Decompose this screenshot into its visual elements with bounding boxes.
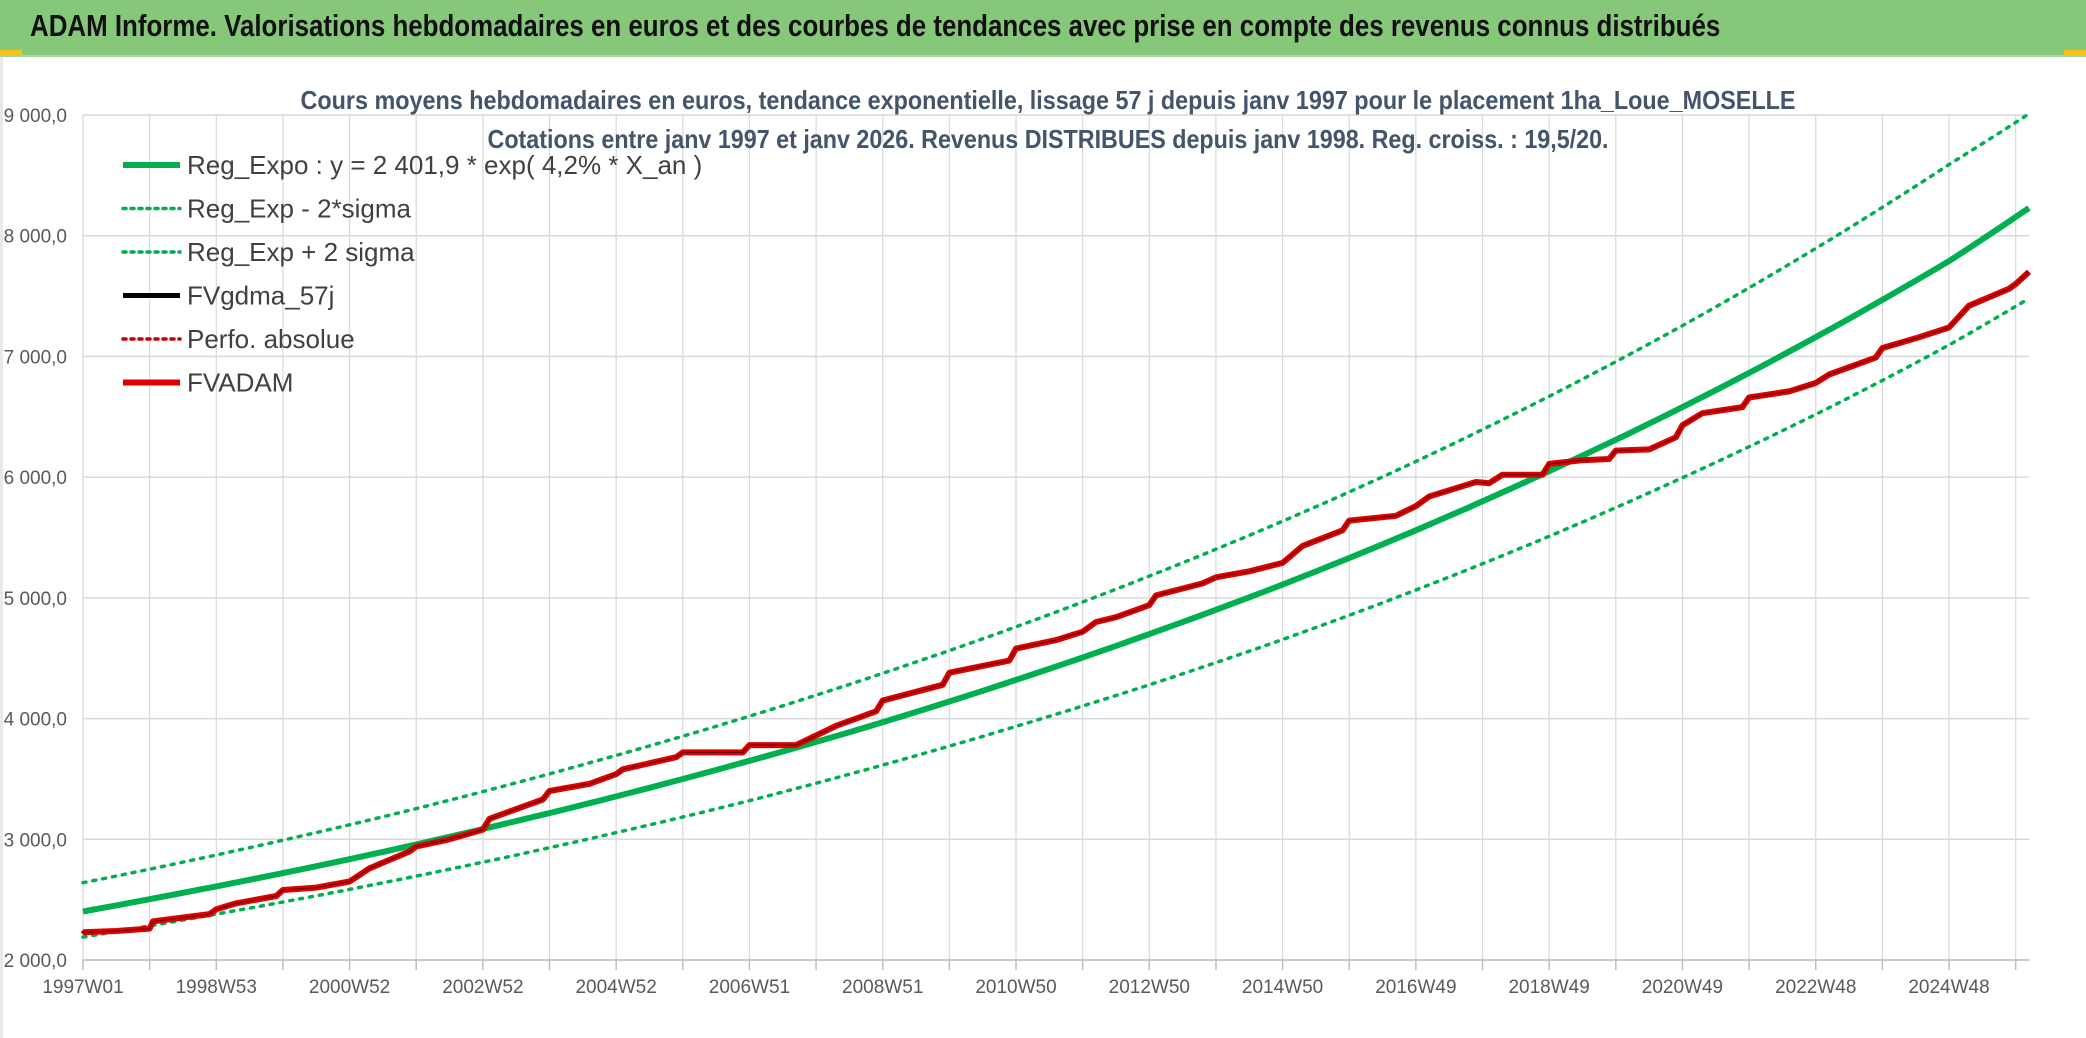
legend-label: FVgdma_57j (187, 281, 334, 311)
x-tick-label: 1998W53 (176, 977, 257, 998)
y-tick-label: 2 000,0 (4, 951, 67, 972)
page-title: ADAM Informe. Valorisations hebdomadaire… (30, 8, 1721, 43)
chart-title-line1: Cours moyens hebdomadaires en euros, ten… (301, 85, 1796, 115)
series-layer (81, 112, 2032, 939)
x-axis: 1997W01 1998W53 2000W52 2002W52 2004W52 2006W… (42, 959, 2029, 998)
y-tick-label: 9 000,0 (4, 106, 67, 127)
header-bar: ADAM Informe. Valorisations hebdomadaire… (0, 0, 2086, 57)
legend-label: Reg_Exp + 2 sigma (187, 237, 415, 267)
legend-label: Reg_Exp - 2*sigma (187, 194, 412, 224)
y-tick-label: 6 000,0 (4, 468, 67, 489)
series-line-perfo-absolue (81, 270, 2031, 934)
x-tick-label: 2008W51 (842, 977, 923, 998)
x-tick-label: 2004W52 (575, 977, 656, 998)
line-chart: 2 000,0 3 000,0 4 000,0 5 000,0 6 000,0 7 000… (4, 85, 2032, 998)
y-tick-label: 7 000,0 (4, 347, 67, 368)
series-line-reg-expo (82, 205, 2031, 915)
x-tick-label: 2010W50 (975, 977, 1056, 998)
x-tick-label: 2012W50 (1109, 977, 1190, 998)
x-tick-label: 2014W50 (1242, 977, 1323, 998)
y-tick-label: 5 000,0 (4, 589, 67, 610)
x-tick-label: 2024W48 (1908, 977, 1989, 998)
x-tick-label: 2002W52 (442, 977, 523, 998)
x-tick-label: 2000W52 (309, 977, 390, 998)
chart-area: 2 000,0 3 000,0 4 000,0 5 000,0 6 000,0 7 000… (0, 57, 2086, 1038)
legend-label: Perfo. absolue (187, 324, 355, 354)
series-line-fvgdma-overlay (82, 271, 2030, 933)
series-line-fvadam (82, 269, 2032, 936)
series-line-reg-exp-minus-2sigma (81, 296, 2031, 939)
x-tick-label: 2020W49 (1642, 977, 1723, 998)
chart-title-line2: Cotations entre janv 1997 et janv 2026. … (488, 124, 1609, 154)
x-tick-label: 2006W51 (709, 977, 790, 998)
x-tick-label: 2022W48 (1775, 977, 1856, 998)
y-axis: 2 000,0 3 000,0 4 000,0 5 000,0 6 000,0 7 000… (4, 106, 67, 972)
legend-label: Reg_Expo : y = 2 401,9 * exp( 4,2% * X_a… (187, 150, 702, 180)
legend[interactable]: Reg_Expo : y = 2 401,9 * exp( 4,2% * X_a… (121, 150, 702, 398)
y-tick-label: 3 000,0 (4, 830, 67, 851)
y-tick-label: 8 000,0 (4, 227, 67, 248)
x-tick-label: 1997W01 (42, 977, 123, 998)
series-line-reg-exp-plus-2sigma (81, 112, 2031, 885)
grid (82, 114, 2029, 961)
y-tick-label: 4 000,0 (4, 710, 67, 731)
legend-label: FVADAM (187, 368, 293, 398)
corner-accent-right (2064, 50, 2086, 56)
corner-accent-left (0, 50, 22, 56)
series-line-fvgdma-57j (82, 270, 2031, 934)
x-tick-label: 2018W49 (1508, 977, 1589, 998)
x-tick-label: 2016W49 (1375, 977, 1456, 998)
